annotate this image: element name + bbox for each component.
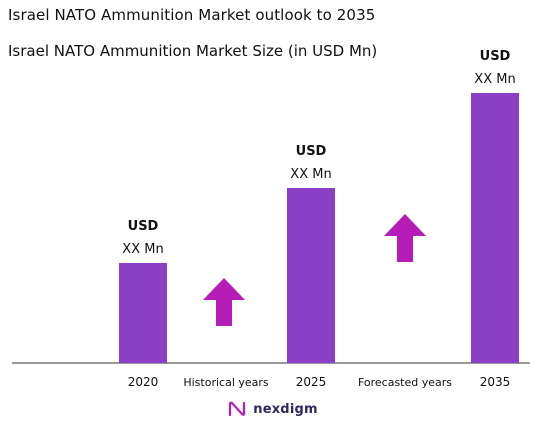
chart-subtitle: Israel NATO Ammunition Market Size (in U…: [8, 42, 378, 60]
nexdigm-logo: nexdigm: [0, 398, 545, 420]
bar-chart: USD XX Mn 2020 USD XX Mn 2025 USD XX Mn 2035 Hist…: [12, 49, 530, 389]
bar-2035: [471, 93, 519, 363]
nexdigm-logo-icon: [229, 401, 246, 417]
x-tick-label-2035: 2035: [480, 375, 511, 389]
data-label-value-2025: XX Mn: [290, 167, 331, 182]
x-tick-label-2025: 2025: [296, 375, 327, 389]
bar-2020: [119, 263, 167, 363]
nexdigm-logo-text: nexdigm: [253, 401, 318, 417]
up-arrow-icon: [203, 278, 245, 326]
data-label-unit-2035: USD: [480, 49, 511, 64]
data-label-value-2035: XX Mn: [474, 72, 515, 87]
chart-title: Israel NATO Ammunition Market outlook to…: [8, 6, 376, 24]
bar-2025: [287, 188, 335, 363]
period-label-forecasted: Forecasted years: [358, 376, 452, 389]
x-tick-label-2020: 2020: [128, 375, 159, 389]
data-label-unit-2020: USD: [128, 219, 159, 234]
period-label-historical: Historical years: [183, 376, 269, 389]
data-label-unit-2025: USD: [296, 144, 327, 159]
up-arrow-icon: [384, 214, 426, 262]
data-label-value-2020: XX Mn: [122, 242, 163, 257]
